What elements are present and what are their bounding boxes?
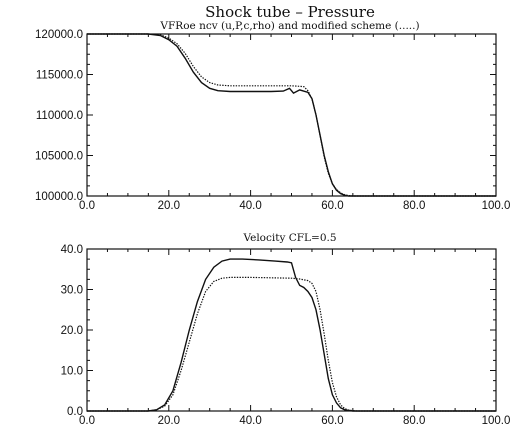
- velocity-x-tick-label: 100.0: [482, 415, 511, 427]
- pressure-y-tick-label: 120000.0: [35, 29, 83, 41]
- pressure-y-tick-label: 110000.0: [36, 110, 83, 122]
- pressure-y-tick-label: 115000.0: [36, 70, 83, 82]
- velocity-x-tick-label: 40.0: [239, 415, 261, 427]
- velocity-chart-title: Velocity CFL=0.5: [242, 232, 336, 244]
- pressure-chart-subtitle: VFRoe ncv (u,P,c,rho) and modified schem…: [159, 20, 419, 32]
- velocity-tick-labels: 0.0 20.0 40.0 60.0 80.0 100.0 0.0 10.0 20.0 30.0 4…: [61, 244, 511, 427]
- pressure-dotted-curve: [87, 33, 496, 197]
- pressure-series: [87, 33, 496, 197]
- pressure-x-tick-label: 0.0: [79, 200, 95, 212]
- pressure-y-tick-label: 105000.0: [35, 151, 83, 163]
- pressure-solid-curve: [87, 33, 496, 197]
- velocity-x-tick-label: 0.0: [79, 415, 95, 427]
- pressure-x-tick-label: 40.0: [239, 200, 261, 212]
- velocity-solid-curve: [87, 258, 496, 412]
- pressure-tick-marks: [86, 33, 497, 197]
- velocity-y-tick-label: 40.0: [61, 244, 83, 256]
- velocity-y-tick-label: 10.0: [61, 366, 83, 378]
- figure-title: Shock tube – Pressure: [205, 3, 375, 21]
- pressure-x-tick-label: 60.0: [321, 200, 343, 212]
- pressure-chart: VFRoe ncv (u,P,c,rho) and modified schem…: [35, 20, 510, 212]
- velocity-x-tick-label: 60.0: [321, 415, 343, 427]
- velocity-y-tick-label: 20.0: [61, 325, 83, 337]
- velocity-x-tick-label: 20.0: [158, 415, 180, 427]
- velocity-series: [87, 258, 496, 412]
- velocity-tick-marks: [86, 248, 497, 412]
- velocity-y-tick-label: 0.0: [67, 406, 83, 418]
- pressure-x-tick-label: 100.0: [482, 200, 511, 212]
- velocity-plot-frame: [86, 248, 497, 412]
- pressure-x-tick-label: 80.0: [403, 200, 425, 212]
- velocity-x-tick-label: 80.0: [403, 415, 425, 427]
- pressure-x-tick-label: 20.0: [158, 200, 180, 212]
- velocity-chart: Velocity CFL=0.5 0.0 20.0 40.0 60.0 80.0 100.…: [61, 232, 511, 427]
- pressure-tick-labels: 0.0 20.0 40.0 60.0 80.0 100.0 100000.0 105000.0…: [35, 29, 510, 212]
- pressure-plot-frame: [86, 33, 497, 197]
- velocity-dotted-curve: [87, 276, 496, 412]
- velocity-y-tick-label: 30.0: [61, 285, 83, 297]
- pressure-y-tick-label: 100000.0: [35, 191, 83, 203]
